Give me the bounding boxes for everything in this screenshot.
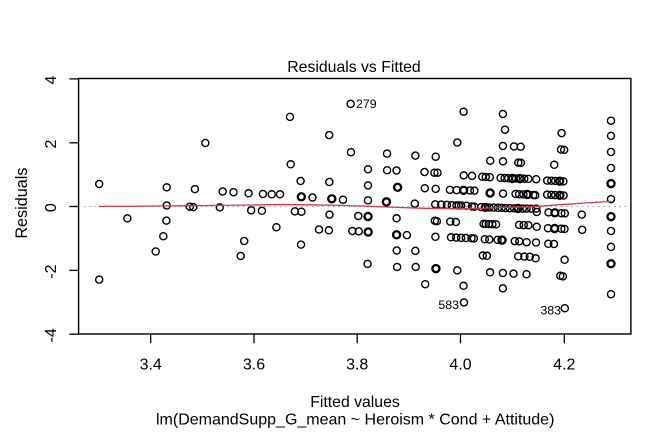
svg-text:0: 0: [43, 203, 60, 212]
svg-text:383: 383: [540, 304, 561, 318]
svg-text:3.8: 3.8: [346, 356, 368, 373]
svg-text:279: 279: [356, 97, 377, 111]
svg-text:Residuals: Residuals: [13, 168, 31, 239]
svg-text:lm(DemandSupp_G_mean ~ Heroism: lm(DemandSupp_G_mean ~ Heroism * Cond + …: [156, 412, 554, 429]
svg-text:4: 4: [43, 76, 60, 85]
svg-text:Fitted values: Fitted values: [310, 394, 400, 411]
svg-text:-4: -4: [43, 328, 60, 342]
svg-text:3.6: 3.6: [243, 356, 265, 373]
svg-text:-2: -2: [43, 264, 60, 278]
svg-text:2: 2: [43, 139, 60, 148]
svg-text:Residuals vs Fitted: Residuals vs Fitted: [287, 59, 420, 76]
svg-text:4.2: 4.2: [553, 356, 575, 373]
svg-text:583: 583: [438, 298, 459, 312]
svg-text:3.4: 3.4: [140, 356, 162, 373]
svg-text:4.0: 4.0: [449, 356, 471, 373]
